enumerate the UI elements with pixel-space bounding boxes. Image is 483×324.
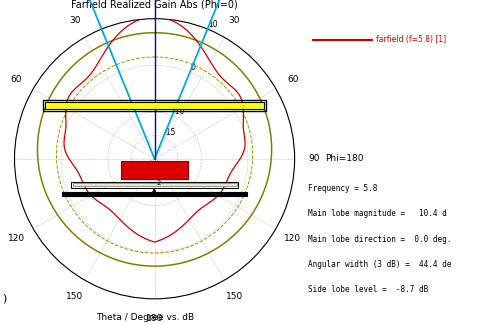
Text: ▲: ▲ (151, 186, 158, 195)
Text: Angular width (3 dB) =  44.4 de: Angular width (3 dB) = 44.4 de (308, 260, 451, 269)
Text: Main lobe magnitude =   10.4 d: Main lobe magnitude = 10.4 d (308, 209, 447, 218)
Text: 2: 2 (157, 180, 161, 186)
Text: Main lobe direction =  0.0 deg.: Main lobe direction = 0.0 deg. (308, 235, 451, 244)
Text: Phi=180: Phi=180 (326, 154, 364, 163)
Text: ): ) (2, 293, 7, 303)
Text: Theta / Degree vs. dB: Theta / Degree vs. dB (96, 313, 194, 322)
Text: Side lobe level =  -8.7 dB: Side lobe level = -8.7 dB (308, 285, 428, 295)
Text: farfield (f=5.8) [1]: farfield (f=5.8) [1] (376, 35, 446, 44)
Text: 1: 1 (0, 323, 1, 324)
Title: Farfield Realized Gain Abs (Phi=0): Farfield Realized Gain Abs (Phi=0) (71, 0, 238, 10)
Text: Frequency = 5.8: Frequency = 5.8 (308, 184, 377, 193)
